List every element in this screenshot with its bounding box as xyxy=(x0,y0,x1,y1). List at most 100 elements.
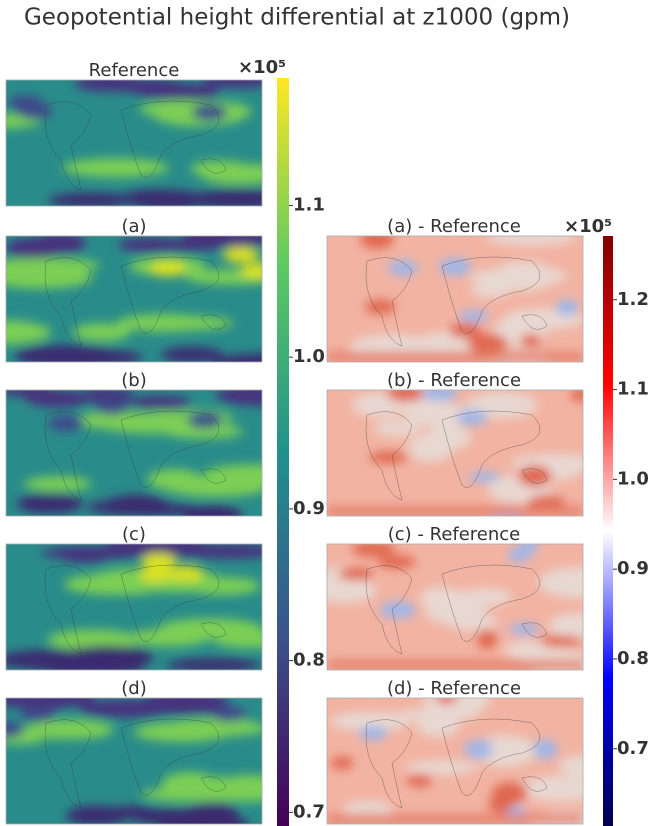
blob xyxy=(210,705,247,722)
blob xyxy=(47,415,84,432)
panel-label: (c) - Reference xyxy=(388,524,521,545)
panel-label: (b) - Reference xyxy=(387,370,521,391)
map-frame xyxy=(5,389,263,517)
panel-label: (a) - Reference xyxy=(387,216,521,237)
map-field xyxy=(6,80,262,206)
colorbar-tick-label: 1.1 xyxy=(617,379,649,400)
blob xyxy=(558,755,583,777)
map-frame xyxy=(326,389,584,517)
band xyxy=(327,660,583,670)
blob xyxy=(6,698,48,708)
blob xyxy=(407,433,453,463)
blob xyxy=(73,323,131,342)
blob xyxy=(191,104,228,121)
blob xyxy=(240,262,262,279)
blob xyxy=(184,269,262,285)
map-panel xyxy=(326,697,584,825)
map-panel xyxy=(326,235,584,363)
blob xyxy=(570,390,583,402)
map-field xyxy=(327,698,583,824)
map-panel xyxy=(5,697,263,825)
blob xyxy=(358,725,388,741)
blob xyxy=(520,334,542,347)
map-field xyxy=(327,390,583,516)
blob xyxy=(517,465,552,487)
blob xyxy=(555,299,579,316)
blob xyxy=(486,236,576,246)
blob xyxy=(377,554,416,569)
blob xyxy=(24,476,92,492)
blob xyxy=(466,391,538,419)
colorbar-tick-label: 0.9 xyxy=(617,558,649,579)
map-frame xyxy=(5,543,263,671)
map-field xyxy=(6,236,262,362)
colorbar-tick-label: 0.8 xyxy=(617,648,649,669)
map-bg xyxy=(6,236,262,362)
band xyxy=(327,814,583,824)
blob xyxy=(166,658,262,670)
map-frame xyxy=(5,235,263,363)
blob xyxy=(135,85,217,100)
blob xyxy=(167,565,204,582)
blob xyxy=(184,577,261,596)
colorbar-tick-label: 0.8 xyxy=(293,650,325,671)
blob xyxy=(463,739,494,759)
blob xyxy=(80,390,135,403)
blob xyxy=(456,588,513,607)
blob xyxy=(6,320,43,345)
blob xyxy=(165,479,218,494)
blob xyxy=(406,773,433,787)
blob xyxy=(48,349,144,362)
blob xyxy=(59,549,110,563)
blob xyxy=(507,548,531,563)
map-field xyxy=(6,544,262,670)
coastline xyxy=(44,100,227,191)
map-panel xyxy=(5,79,263,207)
map-panel xyxy=(5,235,263,363)
blob xyxy=(387,260,419,276)
blob xyxy=(212,353,262,362)
band xyxy=(327,352,583,362)
map-bg xyxy=(6,80,262,206)
blob xyxy=(62,158,169,178)
panel-label: Reference xyxy=(89,60,180,81)
blob xyxy=(65,805,128,824)
blob xyxy=(202,80,262,89)
coastline xyxy=(365,256,548,347)
map-blobs xyxy=(6,236,262,362)
blob xyxy=(187,412,224,429)
map-blobs xyxy=(327,698,583,824)
blob xyxy=(47,629,140,651)
left-colorbar xyxy=(277,78,289,826)
blob xyxy=(26,719,114,740)
blob xyxy=(533,739,558,760)
blob xyxy=(448,323,481,338)
map-blobs xyxy=(6,544,262,670)
left-multiplier: ×10⁵ xyxy=(238,57,286,78)
coastline xyxy=(365,718,548,809)
map-blobs xyxy=(327,236,583,362)
blob xyxy=(508,623,540,635)
panel-label: (d) xyxy=(121,678,146,699)
figure-title: Geopotential height differential at z100… xyxy=(24,5,570,31)
right-multiplier: ×10⁵ xyxy=(564,216,612,237)
map-panel xyxy=(5,389,263,517)
map-frame xyxy=(326,235,584,363)
blob xyxy=(20,706,57,723)
blob xyxy=(121,189,192,206)
blob xyxy=(215,390,262,406)
blob xyxy=(141,698,229,715)
colorbar-tick-label: 1.1 xyxy=(293,194,325,215)
blob xyxy=(6,238,64,259)
blob xyxy=(538,635,582,647)
blob xyxy=(518,776,583,802)
coastline xyxy=(44,256,227,347)
map-field xyxy=(6,390,262,516)
colorbar-tick-label: 1.0 xyxy=(617,468,649,489)
blob xyxy=(138,566,175,583)
panel-label: (b) xyxy=(121,370,146,391)
blob xyxy=(538,567,583,599)
coastline xyxy=(365,564,548,655)
blob xyxy=(364,299,396,315)
